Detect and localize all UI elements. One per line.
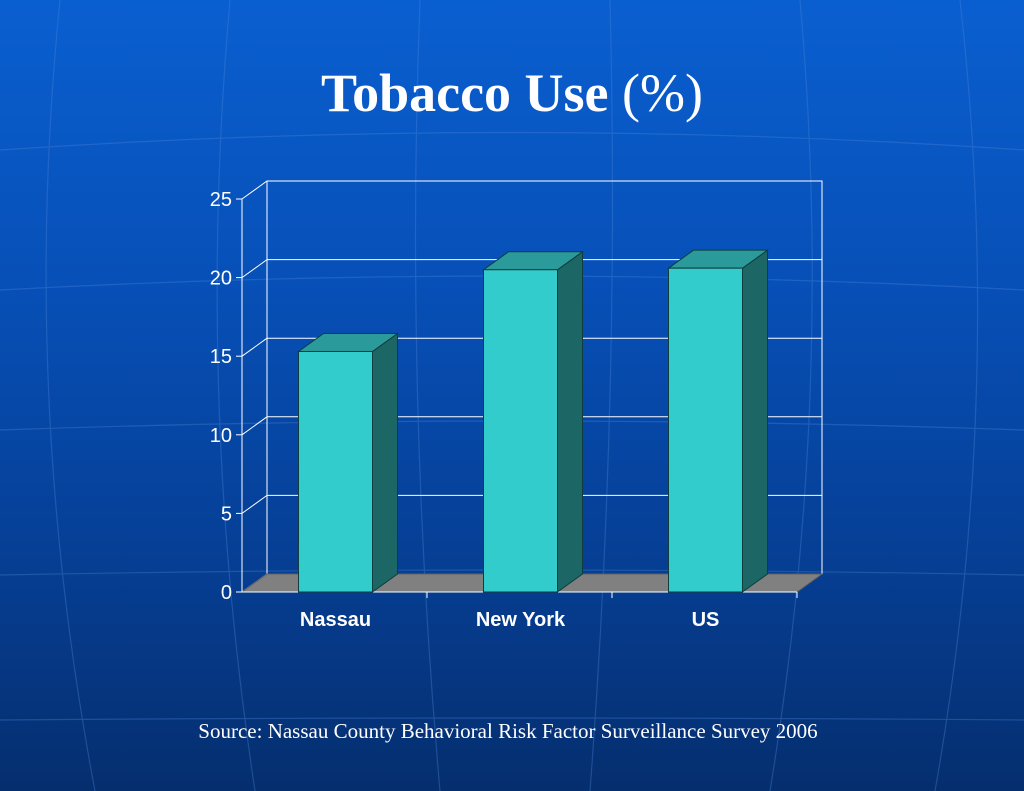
bar-nassau xyxy=(296,332,400,593)
category-label: US xyxy=(692,609,720,631)
bar-us xyxy=(666,249,770,593)
category-label: Nassau xyxy=(300,609,371,631)
bar-front xyxy=(668,267,743,593)
gridline-side xyxy=(241,337,268,357)
slide-title: Tobacco Use (%) xyxy=(0,58,1024,128)
bar-new-york xyxy=(481,250,585,593)
bar-side xyxy=(372,332,398,593)
y-tick-label: 0 xyxy=(221,582,232,604)
title-unit: (%) xyxy=(622,63,703,123)
category-label: New York xyxy=(476,609,566,631)
y-tick-label: 20 xyxy=(210,268,232,290)
bar-side xyxy=(557,250,583,593)
source-note: Source: Nassau County Behavioral Risk Fa… xyxy=(198,719,818,743)
y-tick-label: 25 xyxy=(210,189,232,211)
y-tick-label: 5 xyxy=(221,503,232,525)
gridline-side xyxy=(241,180,268,200)
gridline-side xyxy=(241,494,268,514)
bar-front xyxy=(483,269,558,593)
title-text: Tobacco Use xyxy=(321,63,609,123)
bar-front xyxy=(298,350,373,593)
bar-side xyxy=(742,249,768,593)
y-tick-label: 15 xyxy=(210,346,232,368)
gridline-side xyxy=(241,259,268,279)
gridline-side xyxy=(241,416,268,436)
y-tick-label: 10 xyxy=(210,425,232,447)
